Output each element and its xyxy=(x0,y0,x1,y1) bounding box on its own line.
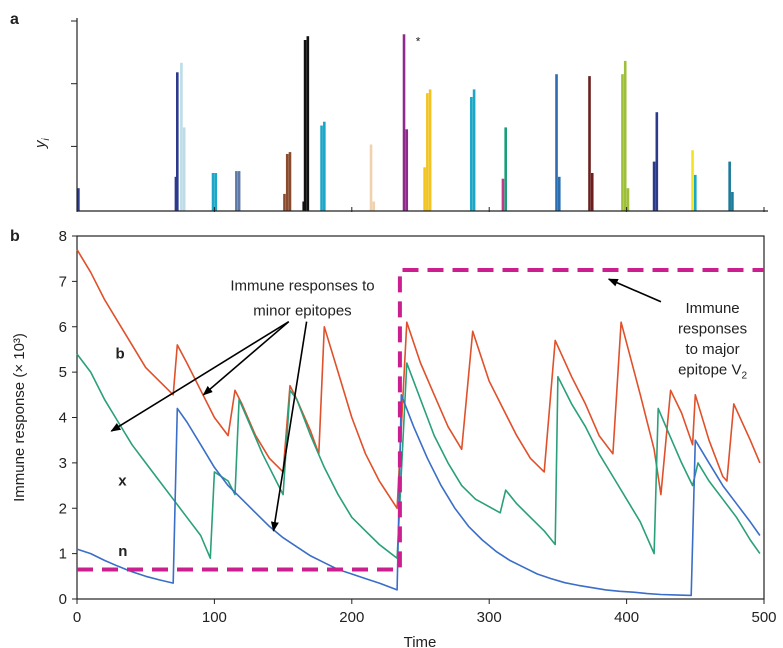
panel-b-y-tick-label: 0 xyxy=(59,591,67,608)
panel-a-bar xyxy=(302,201,306,211)
panel-b-xlabel: Time xyxy=(404,634,437,648)
panel-a-bar xyxy=(320,125,323,211)
panel-a-bar xyxy=(303,40,307,211)
panel-a-ylabel: yi xyxy=(32,138,52,150)
panel-b-x-tick-label: 500 xyxy=(751,609,776,626)
annotation-major-line: to major xyxy=(685,341,739,358)
panel-a-bar xyxy=(728,161,731,211)
panel-a: a * yi xyxy=(10,11,768,212)
panel-a-bar xyxy=(623,60,627,212)
panel-b: b 0 1 2 3 4 5 6 7 8 0 100 200 300 400 500 Time Immune re… xyxy=(10,228,777,648)
panel-a-ylabel-subscript: i xyxy=(41,138,52,141)
panel-b-label: b xyxy=(10,228,20,245)
panel-a-bar xyxy=(306,36,310,212)
series-label-b: b xyxy=(115,346,124,363)
panel-a-bar xyxy=(504,127,507,211)
panel-a-bar xyxy=(283,193,286,211)
panel-a-bar xyxy=(237,171,241,211)
panel-a-bar xyxy=(426,93,429,211)
series-label-x: x xyxy=(118,473,127,490)
panel-a-bar xyxy=(691,150,694,211)
panel-a-bar xyxy=(470,97,473,211)
panel-a-bar xyxy=(372,201,376,211)
panel-b-ylabel: Immune response (× 10³) xyxy=(11,333,28,502)
series-line-x xyxy=(76,353,761,559)
annotation-minor-arrow xyxy=(202,321,290,396)
panel-a-bar xyxy=(214,173,218,211)
annotation-major-arrow xyxy=(607,278,662,303)
panel-b-y-tick-label: 6 xyxy=(59,319,67,336)
panel-a-bars: * xyxy=(77,34,734,212)
panel-a-bar xyxy=(694,174,697,211)
panel-a-bar xyxy=(288,152,292,211)
panel-a-bar xyxy=(285,154,289,211)
series-line-major xyxy=(77,268,764,572)
panel-b-x-tick-label: 0 xyxy=(73,609,81,626)
panel-a-bar xyxy=(180,62,183,211)
panel-b-x-tick-label: 200 xyxy=(339,609,364,626)
panel-a-bar xyxy=(405,129,409,211)
panel-a-bar xyxy=(174,176,178,211)
panel-a-bar xyxy=(182,127,186,211)
panel-b-y-tick-label: 7 xyxy=(59,273,67,290)
panel-a-bar xyxy=(423,167,426,211)
annotation-major-line: responses xyxy=(678,321,747,338)
panel-a-bar xyxy=(77,188,80,211)
panel-b-axes: 0 1 2 3 4 5 6 7 8 0 100 200 300 400 500 Time Immune resp… xyxy=(11,228,777,648)
panel-a-bar xyxy=(655,112,659,211)
annotation-minor-arrow xyxy=(270,321,308,532)
panel-a-bar xyxy=(472,89,476,211)
panel-a-axes xyxy=(71,18,768,212)
panel-b-x-tick-label: 300 xyxy=(477,609,502,626)
panel-a-bar xyxy=(652,161,656,211)
series-line-b xyxy=(76,249,761,510)
panel-b-x-tick-label: 100 xyxy=(202,609,227,626)
panel-b-y-tick-label: 8 xyxy=(59,228,67,245)
annotation-major-line: Immune xyxy=(685,300,739,317)
annotation-major-line: epitope V2 xyxy=(678,361,747,381)
panel-a-bar xyxy=(731,192,734,211)
panel-b-lines xyxy=(76,249,764,597)
panel-b-y-tick-label: 3 xyxy=(59,455,67,472)
panel-a-bar xyxy=(402,34,406,211)
panel-a-label: a xyxy=(10,11,19,28)
panel-a-bar xyxy=(211,173,215,211)
panel-b-frame xyxy=(76,235,765,600)
panel-a-bar xyxy=(590,173,594,211)
panel-a-bar xyxy=(235,171,238,211)
panel-a-bar xyxy=(428,89,432,211)
annotation-minor-line: Immune responses to xyxy=(230,277,374,294)
panel-b-annotations: b x n Immune responses to minor epitopes Immu… xyxy=(110,277,747,560)
panel-a-bar xyxy=(555,74,558,211)
panel-a-bar xyxy=(588,76,591,211)
panel-a-bar xyxy=(557,176,561,211)
panel-a-star-marker: * xyxy=(416,35,421,49)
panel-a-ylabel: yi xyxy=(32,138,52,150)
panel-b-y-tick-label: 4 xyxy=(59,410,67,427)
panel-b-y-tick-label: 1 xyxy=(59,546,67,563)
annotation-minor-arrow xyxy=(110,320,290,432)
panel-b-x-tick-label: 400 xyxy=(614,609,639,626)
panel-a-bar xyxy=(501,178,505,211)
panel-a-ylabel-main: y xyxy=(32,139,49,149)
annotation-minor-line: minor epitopes xyxy=(253,302,351,319)
series-line-n xyxy=(76,394,761,597)
panel-b-y-tick-label: 5 xyxy=(59,364,67,381)
panel-b-y-tick-label: 2 xyxy=(59,500,67,517)
series-label-n: n xyxy=(118,543,127,560)
panel-a-bar xyxy=(323,121,326,211)
panel-a-bar xyxy=(621,74,624,211)
panel-a-bar xyxy=(369,144,373,211)
panel-a-bar xyxy=(626,188,630,211)
annotation-major-subscript: 2 xyxy=(741,370,747,381)
panel-a-bar xyxy=(176,72,179,211)
